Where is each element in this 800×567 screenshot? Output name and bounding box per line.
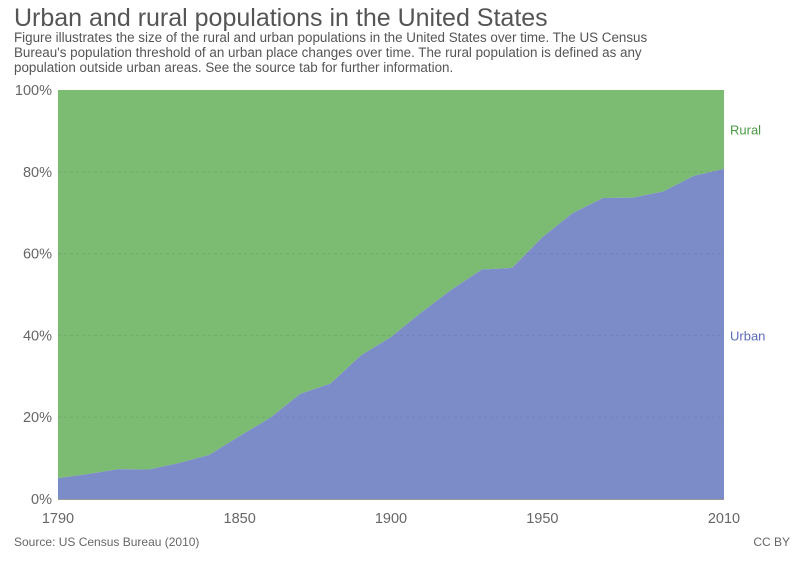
y-tick-label: 80% [23, 165, 52, 181]
series-label-rural: Rural [730, 122, 761, 137]
x-tick-label: 1850 [224, 511, 256, 527]
license-link[interactable]: CC BY [753, 535, 790, 549]
y-tick-label: 0% [31, 492, 52, 508]
series-label-urban: Urban [730, 328, 765, 343]
x-tick-label: 1900 [375, 511, 407, 527]
rural-area [58, 90, 724, 479]
urban-area [58, 168, 724, 499]
x-tick-label: 1950 [526, 511, 558, 527]
y-tick-label: 20% [23, 410, 52, 426]
y-tick-label: 60% [23, 247, 52, 263]
y-tick-label: 100% [15, 83, 52, 99]
source-link[interactable]: Source: US Census Bureau (2010) [14, 535, 200, 549]
x-tick-label: 2010 [708, 511, 740, 527]
y-tick-label: 40% [23, 328, 52, 344]
x-tick-label: 1790 [42, 511, 74, 527]
chart-title: Urban and rural populations in the Unite… [14, 4, 548, 32]
chart-subtitle: Figure illustrates the size of the rural… [14, 30, 648, 75]
